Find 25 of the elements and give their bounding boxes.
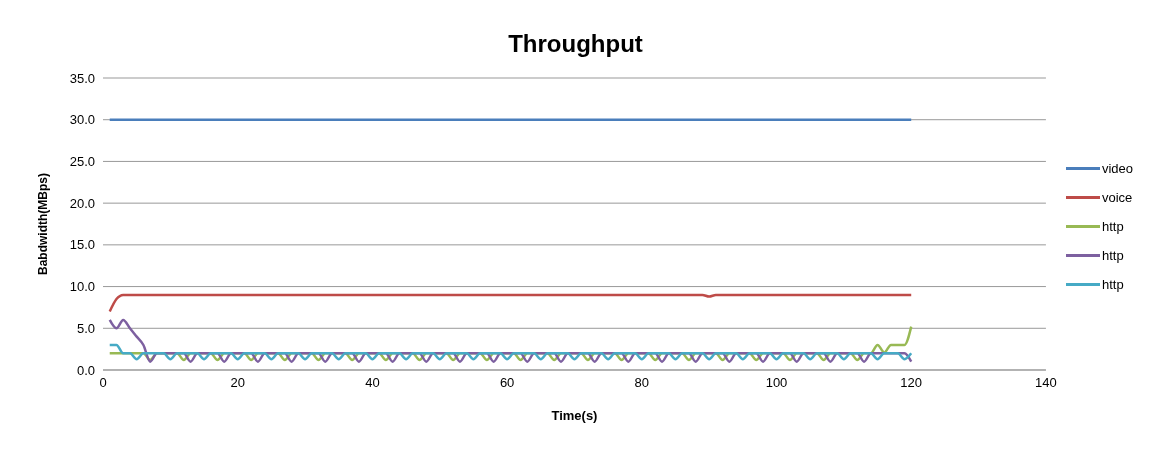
y-tick-label: 25.0 <box>69 154 95 170</box>
y-tick-label: 20.0 <box>69 195 95 211</box>
x-tick-label: 60 <box>499 375 515 391</box>
legend-label: http <box>1101 218 1124 236</box>
legend-label: http <box>1101 276 1124 294</box>
x-tick-label: 120 <box>900 375 923 391</box>
legend-label: video <box>1101 160 1133 178</box>
y-axis-title: Babdwidth(MBps) <box>36 173 51 275</box>
chart-title: Throughput <box>507 30 644 58</box>
y-tick-label: 0.0 <box>76 362 95 378</box>
line-series <box>108 293 913 313</box>
x-tick-label: 140 <box>1035 375 1057 391</box>
y-tick-label: 5.0 <box>76 320 95 336</box>
y-tick-label: 35.0 <box>69 70 95 86</box>
x-tick-label: 20 <box>230 375 245 391</box>
legend-label: voice <box>1101 189 1133 207</box>
x-axis-title: Time(s) <box>551 408 598 423</box>
x-tick-label: 40 <box>365 375 380 391</box>
x-tick-label: 100 <box>765 375 788 391</box>
x-tick-label: 0 <box>99 375 107 391</box>
y-tick-label: 10.0 <box>69 279 95 295</box>
y-tick-label: 15.0 <box>69 237 95 253</box>
y-tick-label: 30.0 <box>69 112 95 128</box>
x-tick-label: 80 <box>634 375 650 391</box>
legend-label: http <box>1101 247 1124 265</box>
